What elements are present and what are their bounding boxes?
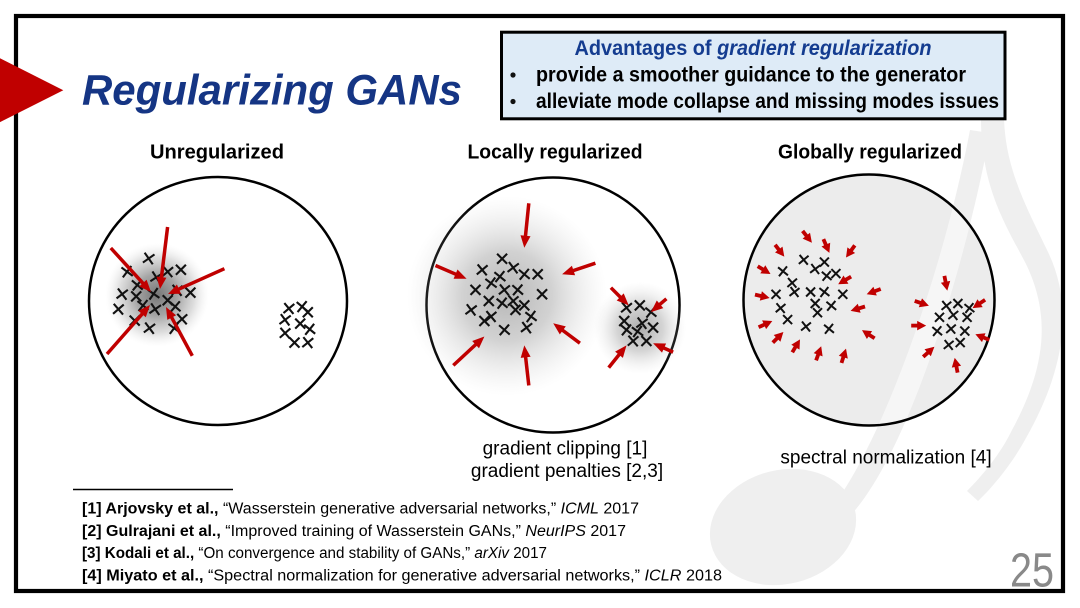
svg-text:provide a smoother guidance to: provide a smoother guidance to the gener… xyxy=(536,64,966,87)
svg-text:[1] Arjovsky et al., “Wasserst: [1] Arjovsky et al., “Wasserstein genera… xyxy=(82,501,639,518)
svg-text:25: 25 xyxy=(1010,545,1054,598)
svg-text:Advantages of gradient regular: Advantages of gradient regularization xyxy=(575,37,932,60)
svg-text:[2] Gulrajani et al., “Improve: [2] Gulrajani et al., “Improved training… xyxy=(82,523,626,540)
svg-text:alleviate mode collapse and mi: alleviate mode collapse and missing mode… xyxy=(536,90,999,113)
svg-text:[3] Kodali et al., “On converg: [3] Kodali et al., “On convergence and s… xyxy=(82,545,547,562)
svg-text:Regularizing GANs: Regularizing GANs xyxy=(82,67,462,114)
svg-text:Globally regularized: Globally regularized xyxy=(778,142,962,164)
svg-text:spectral normalization [4]: spectral normalization [4] xyxy=(780,448,991,469)
svg-text:Unregularized: Unregularized xyxy=(150,142,284,164)
svg-text:gradient clipping [1]: gradient clipping [1] xyxy=(483,439,648,460)
svg-text:[4] Miyato et al., “Spectral n: [4] Miyato et al., “Spectral normalizati… xyxy=(82,568,722,585)
svg-text:gradient penalties [2,3]: gradient penalties [2,3] xyxy=(471,461,663,482)
svg-text:Locally regularized: Locally regularized xyxy=(468,142,643,164)
